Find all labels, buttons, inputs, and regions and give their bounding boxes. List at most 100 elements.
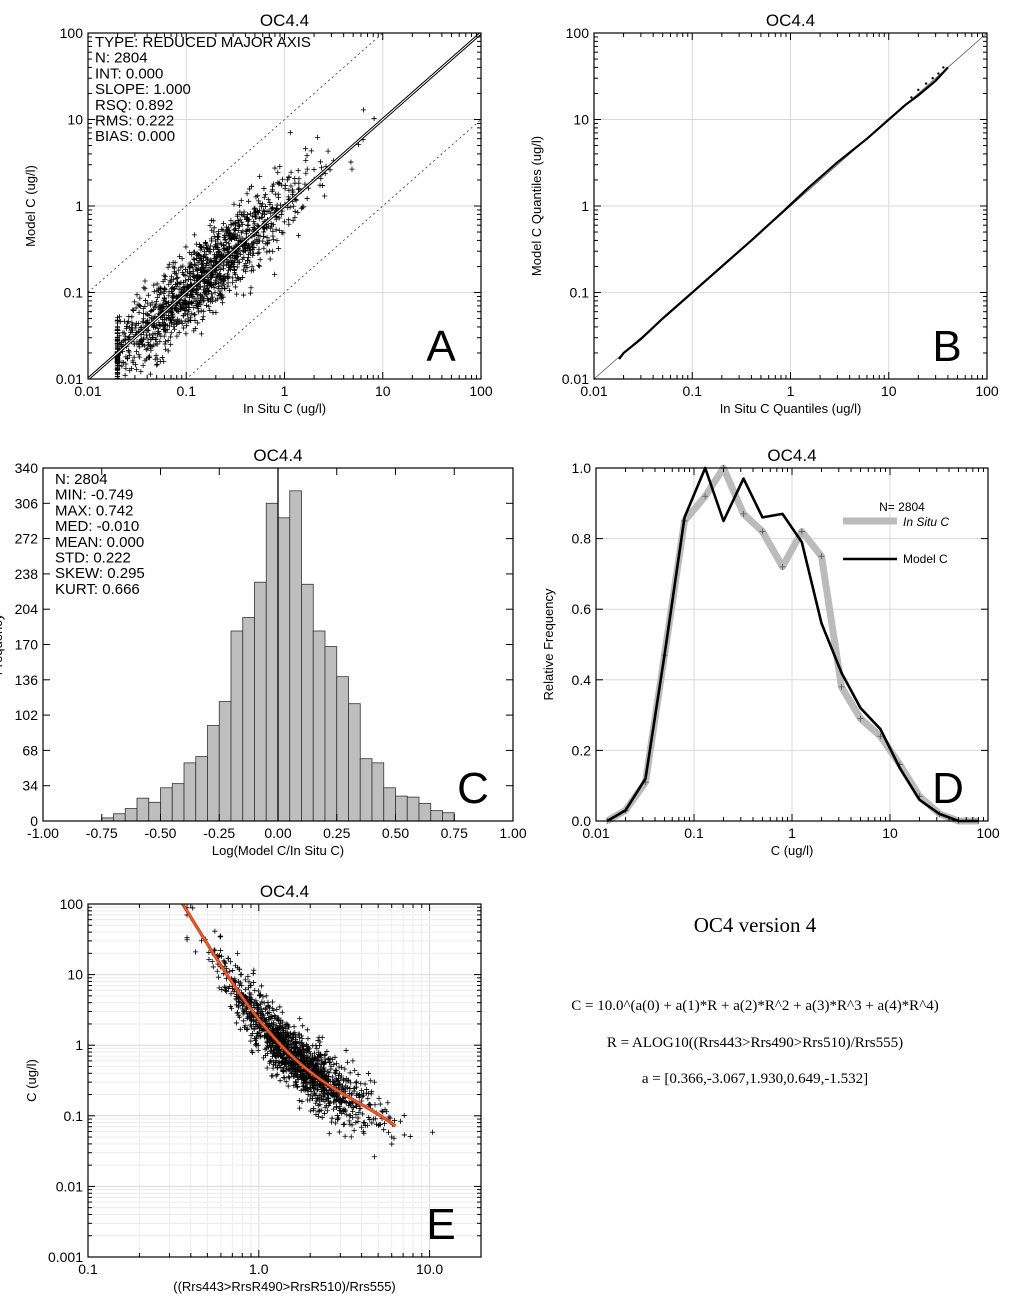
y-axis-label: C (ug/l) xyxy=(24,1059,39,1102)
stats-text: N: 2804 xyxy=(95,50,148,67)
histogram-bar xyxy=(383,787,396,822)
scatter-point xyxy=(277,1030,284,1036)
scatter-point xyxy=(130,360,136,366)
scatter-point xyxy=(249,241,255,247)
scatter-point xyxy=(150,324,157,330)
scatter-point xyxy=(322,1098,328,1104)
scatter-point xyxy=(267,1058,273,1065)
scatter-point xyxy=(226,258,232,264)
scatter-point xyxy=(202,240,209,246)
scatter-point xyxy=(184,323,190,329)
scatter-point xyxy=(257,200,263,206)
scatter-point xyxy=(338,1073,345,1079)
scatter-point xyxy=(131,341,137,347)
scatter-point xyxy=(247,999,253,1005)
scatter-point xyxy=(193,303,199,309)
series-in-situ-marker xyxy=(702,493,709,500)
y-tick-label: 102 xyxy=(15,707,39,723)
scatter-point xyxy=(277,1020,283,1026)
series-in-situ-marker xyxy=(857,715,864,722)
scatter-point xyxy=(192,317,198,324)
scatter-point xyxy=(201,290,207,296)
scatter-point xyxy=(353,1103,359,1109)
scatter-point xyxy=(204,257,210,263)
scatter-point xyxy=(299,1035,305,1041)
scatter-point xyxy=(229,232,235,238)
x-tick-label: 0.75 xyxy=(441,825,468,841)
scatter-point xyxy=(322,1104,328,1110)
scatter-point xyxy=(167,334,174,340)
scatter-point xyxy=(196,241,203,248)
y-tick-label: 340 xyxy=(15,460,39,476)
scatter-point xyxy=(220,263,226,269)
scatter-point xyxy=(343,1078,349,1084)
scatter-point xyxy=(166,323,173,329)
scatter-point xyxy=(155,325,161,332)
y-tick-label: 0.1 xyxy=(64,1108,84,1124)
histogram-bar xyxy=(148,801,161,822)
scatter-point xyxy=(170,276,176,282)
scatter-point xyxy=(161,303,167,310)
scatter-point xyxy=(349,1104,355,1110)
scatter-point xyxy=(298,1057,304,1063)
quantile-point xyxy=(942,66,945,69)
scatter-point xyxy=(311,166,317,173)
fit-curve xyxy=(181,904,396,1127)
scatter-point xyxy=(292,180,298,186)
scatter-point xyxy=(128,365,135,372)
stats-text: STD: 0.222 xyxy=(55,550,131,567)
scatter-point xyxy=(191,261,198,267)
scatter-point xyxy=(283,1068,289,1074)
panel-label: D xyxy=(932,764,964,813)
scatter-point xyxy=(295,232,302,239)
scatter-point xyxy=(276,181,282,187)
scatter-point xyxy=(293,1082,300,1088)
scatter-point xyxy=(227,968,233,974)
scatter-point xyxy=(381,1121,388,1127)
scatter-point xyxy=(189,300,195,306)
scatter-point xyxy=(282,1039,288,1045)
scatter-point xyxy=(213,279,219,285)
scatter-point xyxy=(389,1141,395,1147)
scatter-point xyxy=(349,166,355,172)
scatter-point xyxy=(347,1121,353,1127)
scatter-point xyxy=(365,1070,372,1077)
scatter-point xyxy=(258,983,265,989)
scatter-point xyxy=(287,130,293,136)
scatter-point xyxy=(333,1103,339,1110)
scatter-point xyxy=(343,1047,349,1054)
scatter-point xyxy=(115,386,120,391)
x-tick-label: 100 xyxy=(975,383,999,399)
scatter-point xyxy=(217,272,224,278)
scatter-point xyxy=(237,1026,243,1032)
stats-text: BIAS: 0.000 xyxy=(95,128,175,145)
scatter-point xyxy=(314,1046,320,1052)
scatter-point xyxy=(321,1110,328,1117)
scatter-point xyxy=(235,259,241,266)
x-tick-label: 100 xyxy=(976,825,1000,841)
scatter-point xyxy=(265,1010,271,1016)
scatter-point xyxy=(180,304,186,311)
scatter-point xyxy=(165,348,171,354)
histogram-bar xyxy=(430,810,443,822)
scatter-point xyxy=(376,1095,382,1101)
scatter-point xyxy=(314,1096,321,1102)
scatter-point xyxy=(248,1018,254,1024)
scatter-point xyxy=(230,260,236,266)
scatter-point xyxy=(219,294,225,300)
scatter-point xyxy=(234,264,240,270)
scatter-point xyxy=(179,269,186,276)
scatter-point xyxy=(262,203,268,210)
scatter-point xyxy=(240,212,246,218)
stats-text: RMS: 0.222 xyxy=(95,113,174,130)
histogram-bar xyxy=(336,676,349,822)
formula-coefficients: a = [0.366,-3.067,1.930,0.649,-1.532] xyxy=(641,1071,869,1087)
series-in-situ-marker xyxy=(759,528,766,535)
plot-frame xyxy=(593,32,988,380)
scatter-point xyxy=(331,1061,337,1067)
scatter-point xyxy=(130,307,136,313)
scatter-point xyxy=(297,1015,303,1022)
scatter-point xyxy=(270,233,276,239)
scatter-point xyxy=(234,291,240,297)
scatter-point xyxy=(361,1130,367,1136)
